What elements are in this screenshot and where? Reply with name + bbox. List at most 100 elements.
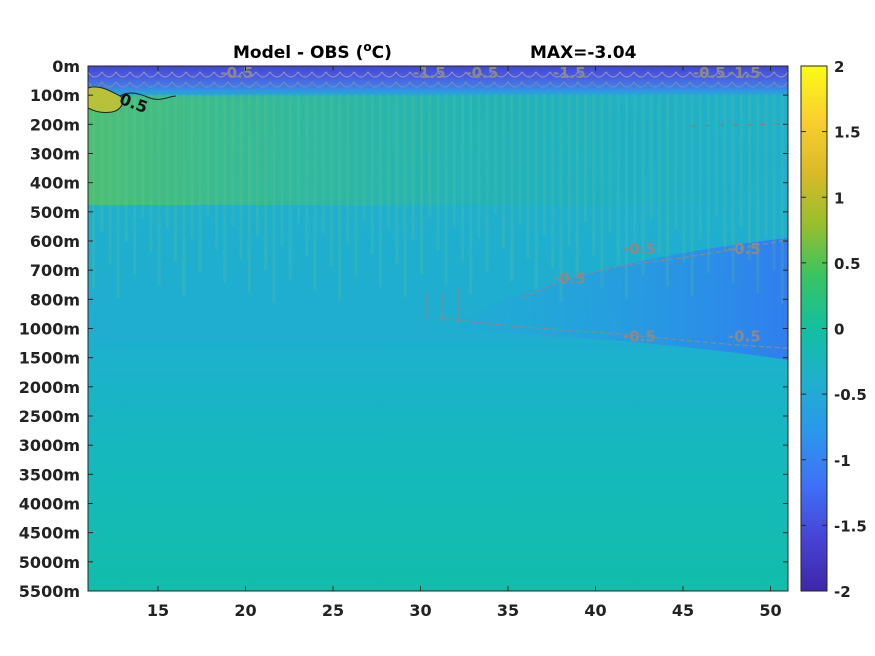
streak (608, 94, 612, 233)
contour-label: -0.5 (728, 328, 761, 346)
streak (387, 94, 391, 231)
y-tick-label: 400m (30, 174, 80, 193)
streak (329, 94, 333, 267)
colorbar: 2 1.5 1 0.5 0 -0.5 -1 -1.5 -2 (800, 58, 867, 601)
streak (100, 94, 104, 232)
y-tick-label: 1000m (19, 320, 80, 339)
streak (247, 94, 251, 293)
streak (338, 94, 341, 300)
streak (165, 94, 169, 229)
streak (157, 94, 161, 286)
streak (444, 94, 448, 285)
streak (616, 94, 620, 266)
y-tick-label: 0m (52, 57, 80, 76)
plot-area: 0.5-0.5 -1.5 -0.5 -1.5 -1.5-0.5-0.5-0.5 -0.5-… (88, 64, 788, 591)
streak (674, 94, 678, 230)
streak (461, 94, 464, 261)
x-tick-label: 20 (234, 601, 256, 620)
y-tick-label: 3000m (19, 436, 80, 455)
contour-label: -0.5 (623, 240, 656, 258)
streak (92, 94, 95, 288)
colorbar-tick-label: -1.5 (834, 517, 867, 535)
warm-upper-field (88, 95, 788, 205)
y-tick-label: 4500m (19, 524, 80, 543)
colorbar-tick-label: 0 (834, 321, 844, 339)
streak (682, 94, 686, 263)
streak (231, 94, 235, 226)
x-tick-label: 40 (584, 601, 606, 620)
x-axis: 15 20 25 30 35 40 45 50 (147, 66, 782, 620)
streak (354, 94, 358, 277)
streak (633, 94, 637, 243)
contour-label: -0.5 (623, 328, 656, 346)
streak (551, 94, 555, 269)
y-tick-label: 600m (30, 232, 80, 251)
streak (133, 94, 136, 275)
streak (379, 94, 382, 287)
streak (239, 94, 243, 260)
contour-label: -0.5 (553, 269, 586, 287)
streak (592, 94, 596, 256)
deep-field (88, 340, 788, 591)
y-tick-label: 800m (30, 290, 80, 309)
streak (116, 94, 120, 299)
y-tick-label: 5000m (19, 553, 80, 572)
max-label: MAX=-3.04 (530, 43, 637, 63)
streak (305, 94, 309, 257)
colorbar-tick-label: 2 (834, 58, 844, 76)
streak (370, 94, 374, 254)
warm-patch (88, 86, 124, 113)
streak (420, 94, 423, 274)
streak (174, 94, 177, 262)
surface-contour-line (88, 71, 788, 78)
streak (764, 94, 768, 237)
contour-label: -1.5 (728, 64, 761, 82)
streak (510, 94, 514, 282)
streak (534, 94, 538, 292)
streak (666, 94, 669, 286)
streak (272, 94, 276, 303)
streak (297, 94, 300, 223)
x-tick-label: 35 (497, 601, 519, 620)
y-tick-label: 300m (30, 145, 80, 164)
y-tick-label: 2000m (19, 378, 80, 397)
surface-contour-line (88, 81, 788, 88)
streak (215, 94, 218, 249)
streak (362, 94, 366, 221)
streak (346, 94, 350, 244)
streak (403, 94, 407, 298)
streak (723, 94, 727, 250)
streak (264, 94, 268, 270)
streak (690, 94, 694, 297)
streak (600, 94, 604, 289)
streak (395, 94, 399, 264)
x-tick-label: 30 (409, 601, 431, 620)
streak (469, 94, 473, 295)
y-tick-label: 100m (30, 86, 80, 105)
y-axis: 0m 100m 200m 300m 400m 500m 600m 700m 800m 1000m 1… (19, 57, 788, 601)
y-tick-label: 3500m (19, 465, 80, 484)
streak (182, 94, 186, 296)
streak (731, 94, 735, 284)
x-tick-label: 50 (759, 601, 781, 620)
streak (518, 94, 522, 225)
vertical-streaks (92, 94, 784, 304)
contour-label: -0.5 (728, 240, 761, 258)
streak (567, 94, 571, 246)
y-tick-label: 500m (30, 203, 80, 222)
cool-lens (440, 238, 788, 360)
contour-neg05-left (425, 288, 459, 322)
y-tick-label: 4000m (19, 495, 80, 514)
y-tick-label: 700m (30, 261, 80, 280)
streak (707, 94, 710, 273)
streak (649, 94, 653, 220)
streak (190, 94, 194, 239)
streak (223, 94, 227, 283)
x-tick-label: 25 (322, 601, 344, 620)
streak (256, 94, 259, 236)
streak (108, 94, 112, 265)
streak (756, 94, 760, 294)
colorbar-tick-label: -0.5 (834, 386, 867, 404)
y-tick-label: 2500m (19, 407, 80, 426)
